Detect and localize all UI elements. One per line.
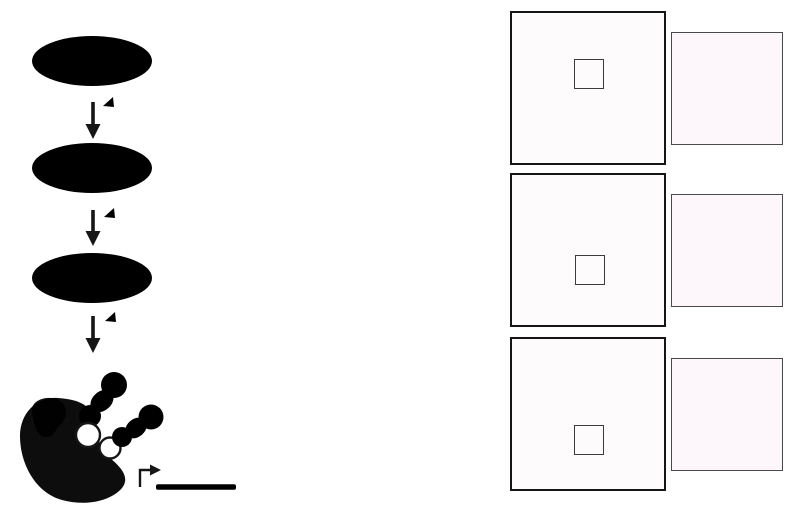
crispra-schematic (20, 372, 236, 503)
transfection-arrow-2 (85, 208, 115, 246)
panel-a-diagram (20, 36, 236, 503)
vp64-blob (31, 397, 67, 437)
invasion-chart (255, 248, 460, 513)
tss-arrow (138, 468, 150, 487)
invasion-image-control (510, 11, 666, 165)
ms2-circle-1 (79, 405, 101, 427)
p65-ellipse-1 (90, 389, 114, 413)
invasion-image-sgrna4 (510, 337, 666, 491)
zoom-region-box-control (574, 59, 604, 89)
plasmid-pair-vp64-dcas9 (135, 84, 200, 123)
invasion-inset-sgrna3 (671, 194, 783, 307)
petri-dish-3 (32, 253, 152, 303)
gene-bar (156, 484, 236, 490)
expression-chart-ylabel (290, 86, 306, 134)
invasion-inset-control (671, 32, 783, 145)
plasmid-pair-sgrna (138, 296, 202, 336)
transfection-arrow-3 (85, 312, 116, 353)
expression-chart (255, 0, 460, 250)
petri-dish-1 (32, 36, 152, 86)
petri-dish-2 (32, 143, 152, 193)
stem-loop-circle-1 (74, 421, 102, 449)
invasion-image-sgrna3 (510, 173, 666, 327)
ms2-circle-2 (112, 427, 132, 447)
zoom-region-box-sgrna4 (574, 425, 604, 455)
transfection-arrow-1 (85, 97, 114, 139)
zoom-region-box-sgrna3 (575, 255, 605, 285)
invasion-inset-sgrna4 (671, 358, 783, 471)
plasmid-pair-ms2-p65-hs1 (136, 194, 202, 234)
